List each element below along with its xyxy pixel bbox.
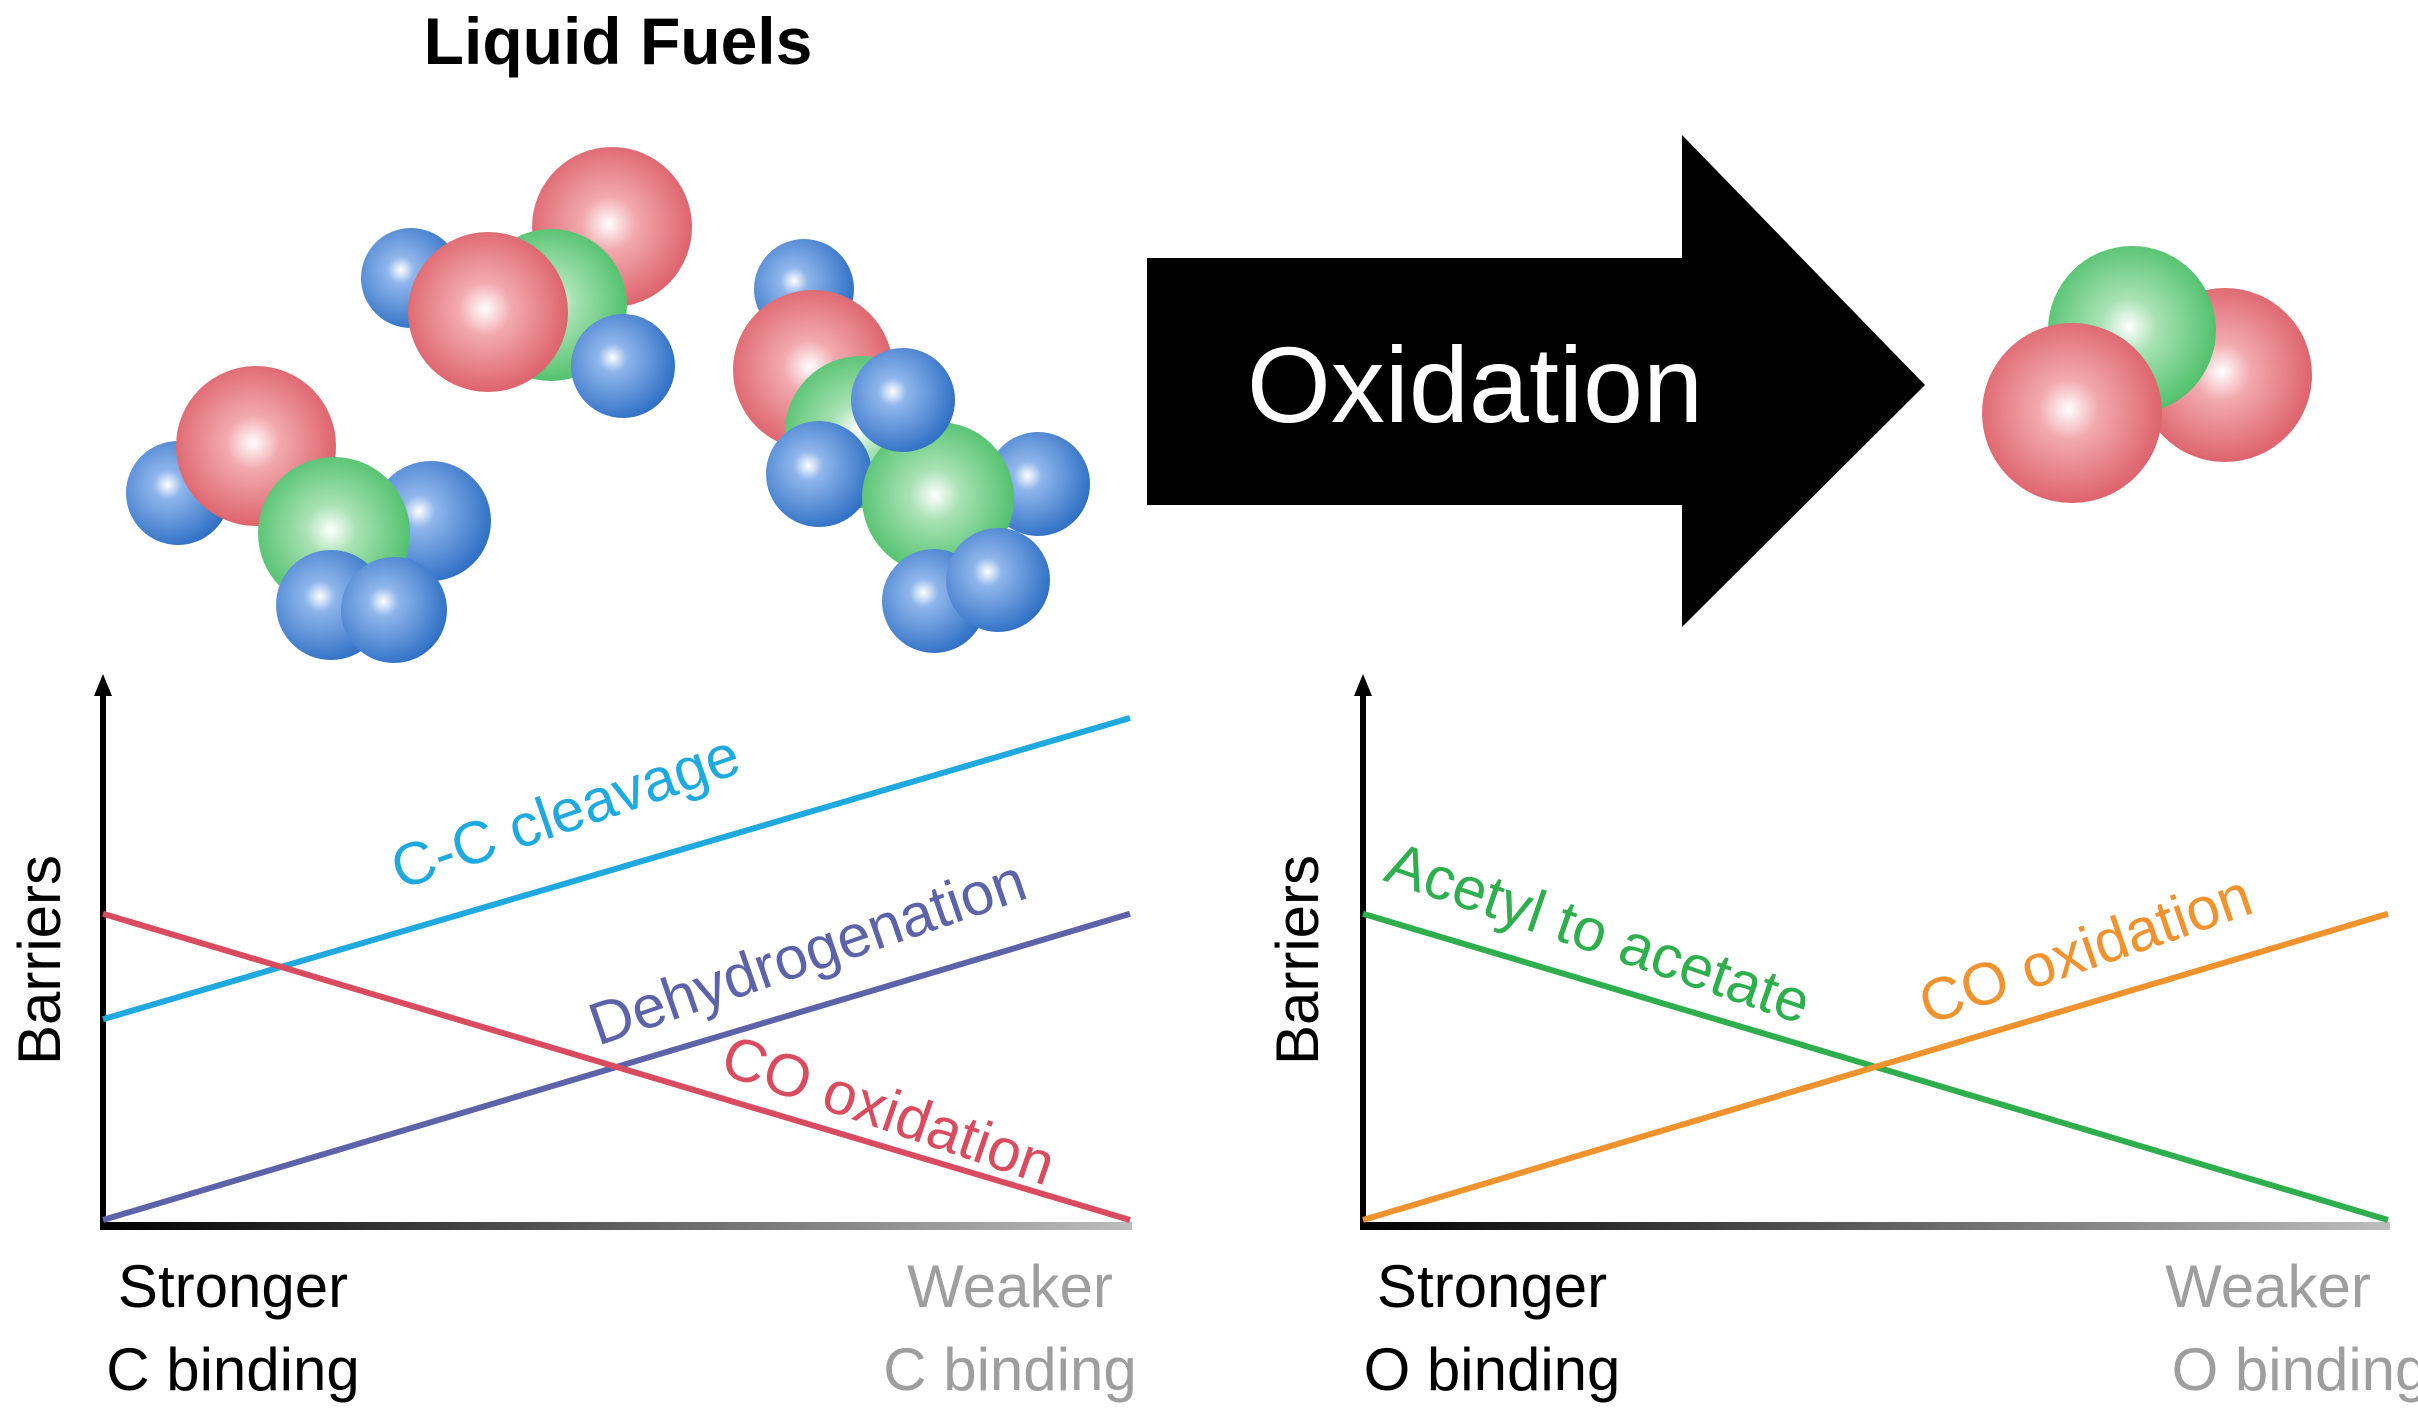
series-label-cc-cleavage: C-C cleavage	[382, 721, 748, 903]
hydrogen-atom	[341, 557, 447, 663]
x-axis-label-strong-line2: C binding	[106, 1336, 360, 1403]
chart-left: C-C cleavage Dehydrogenation CO oxidatio…	[6, 674, 1137, 1403]
hydrogen-atom	[851, 348, 955, 452]
y-axis-label: Barriers	[6, 855, 73, 1065]
oxidation-arrow	[1147, 135, 1925, 627]
hydrogen-atom	[946, 528, 1050, 632]
series-label-co-oxidation: CO oxidation	[1910, 861, 2260, 1037]
x-axis	[100, 1222, 1132, 1230]
x-axis-label-weak-line1: Weaker	[907, 1253, 1113, 1320]
x-axis	[1360, 1222, 2390, 1230]
ethanol-molecule-left	[126, 366, 491, 663]
chart-right: Acetyl to acetate CO oxidation Barriers …	[1264, 674, 2418, 1403]
oxygen-atom	[1982, 323, 2162, 503]
hydrogen-atom	[571, 314, 675, 418]
x-axis-label-weak-line1: Weaker	[2165, 1253, 2371, 1320]
y-axis-arrowhead	[94, 674, 112, 696]
series-label-dehydrogenation: Dehydrogenation	[580, 846, 1034, 1058]
x-axis-label-weak-line2: C binding	[883, 1336, 1137, 1403]
series-line-co-oxidation	[102, 910, 1131, 1223]
y-axis-arrowhead	[1354, 674, 1372, 696]
x-axis-label-strong-line1: Stronger	[118, 1253, 348, 1320]
co2-like-molecule-middle	[361, 147, 692, 418]
x-axis-label-strong-line1: Stronger	[1377, 1253, 1607, 1320]
figure-title: Liquid Fuels	[424, 4, 813, 78]
series-label-acetyl-to-acetate: Acetyl to acetate	[1378, 829, 1819, 1037]
hydrogen-atom	[766, 421, 872, 527]
oxidation-arrow-label: Oxidation	[1247, 324, 1703, 445]
oxygen-atom	[408, 232, 568, 392]
series-line-co-oxidation	[1362, 910, 2389, 1223]
series-line-cc-cleavage	[102, 715, 1131, 1023]
x-axis-label-weak-line2: O binding	[2172, 1336, 2418, 1403]
co2-product-molecule	[1982, 246, 2312, 503]
x-axis-label-strong-line2: O binding	[1364, 1336, 1621, 1403]
y-axis-label: Barriers	[1264, 855, 1331, 1065]
ethanol-molecule-right	[733, 239, 1090, 653]
